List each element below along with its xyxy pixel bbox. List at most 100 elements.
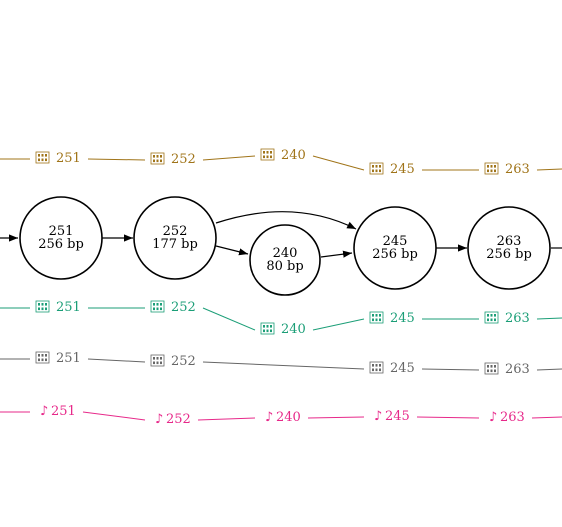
node-245: 245 256 bp [353, 206, 437, 290]
track-line-segment [312, 155, 365, 171]
grid-glyph-icon [369, 162, 384, 175]
node-circle [19, 196, 103, 280]
track-label-text: 245 [390, 361, 415, 376]
track-label-251: ♪ 251 [40, 404, 76, 419]
node-263: 263 256 bp [467, 206, 551, 290]
node-circle [133, 196, 217, 280]
edge-252-245 [215, 211, 357, 230]
grid-glyph-icon [150, 354, 165, 367]
node-252: 252 177 bp [133, 196, 217, 280]
track-label-text: 252 [171, 354, 196, 369]
music-note-icon: ♪ [40, 404, 48, 419]
track-line-segment [202, 307, 256, 331]
grid-glyph-icon [35, 151, 50, 164]
track-line-end [536, 368, 562, 371]
grid-glyph-icon [369, 361, 384, 374]
track-2: 251 252 240 245 263 [0, 300, 562, 337]
track-3: 251 252 245 263 [0, 351, 562, 377]
track-label-240: 240 [260, 148, 306, 163]
grid-glyph-icon [484, 311, 499, 324]
grid-glyph-icon [369, 311, 384, 324]
music-note-icon: ♪ [265, 410, 273, 425]
grid-glyph-icon [35, 300, 50, 313]
edge-240-245 [320, 250, 353, 258]
node-circle [249, 224, 321, 296]
node-251: 251 256 bp [19, 196, 103, 280]
track-label-text: 251 [51, 404, 76, 419]
track-line-segment [87, 358, 146, 363]
track-line-segment [202, 361, 365, 370]
grid-glyph-icon [260, 322, 275, 335]
track-label-text: 252 [171, 152, 196, 167]
track-label-245: 245 [369, 361, 415, 376]
track-line-end [536, 317, 562, 320]
track-line-segment [307, 416, 365, 419]
music-note-icon: ♪ [155, 412, 163, 427]
track-label-text: 252 [166, 412, 191, 427]
track-label-240: ♪ 240 [265, 410, 301, 425]
track-line-segment [421, 368, 480, 371]
grid-glyph-icon [260, 148, 275, 161]
track-line-end [536, 168, 562, 171]
grid-glyph-icon [150, 152, 165, 165]
track-label-text: 245 [390, 162, 415, 177]
track-4: ♪ 251♪ 252 ♪ 240 ♪ 245 ♪ 263 [0, 404, 562, 427]
node-id-label: 263 [497, 234, 522, 249]
track-label-252: ♪ 252 [155, 412, 191, 427]
track-label-text: 251 [56, 351, 81, 366]
track-label-text: 251 [56, 300, 81, 315]
node-length-label: 80 bp [266, 259, 303, 274]
track-line-segment [312, 318, 365, 331]
node-id-label: 252 [163, 224, 188, 239]
track-line-segment [416, 416, 480, 419]
node-length-label: 256 bp [372, 247, 418, 262]
node-length-label: 177 bp [152, 237, 198, 252]
track-label-252: 252 [150, 300, 196, 315]
track-label-263: 263 [484, 311, 530, 326]
track-line-segment [202, 155, 256, 161]
grid-glyph-icon [150, 300, 165, 313]
track-label-text: 245 [390, 311, 415, 326]
grid-glyph-icon [484, 362, 499, 375]
node-id-label: 251 [49, 224, 74, 239]
track-label-text: 263 [505, 162, 530, 177]
track-label-251: 251 [35, 351, 81, 366]
track-label-text: 240 [281, 322, 306, 337]
track-label-text: 240 [276, 410, 301, 425]
track-line-segment [197, 417, 256, 421]
track-line-segment [87, 158, 146, 161]
node-length-label: 256 bp [486, 247, 532, 262]
track-label-text: 251 [56, 151, 81, 166]
track-line-segment [82, 411, 146, 421]
track-label-245: ♪ 245 [374, 409, 410, 424]
track-label-251: 251 [35, 151, 81, 166]
track-label-text: 240 [281, 148, 306, 163]
track-label-263: ♪ 263 [489, 410, 525, 425]
edges [0, 211, 562, 258]
track-label-text: 263 [505, 311, 530, 326]
track-label-263: 263 [484, 362, 530, 377]
track-label-text: 263 [505, 362, 530, 377]
track-label-text: 252 [171, 300, 196, 315]
track-label-245: 245 [369, 162, 415, 177]
track-line-end [531, 416, 562, 419]
track-label-text: 263 [500, 410, 525, 425]
track-label-251: 251 [35, 300, 81, 315]
track-label-263: 263 [484, 162, 530, 177]
node-circle [353, 206, 437, 290]
edge-252-240 [215, 245, 249, 256]
track-label-252: 252 [150, 354, 196, 369]
node-circle [467, 206, 551, 290]
node-id-label: 240 [273, 246, 298, 261]
node-id-label: 245 [383, 234, 408, 249]
track-label-240: 240 [260, 322, 306, 337]
grid-glyph-icon [484, 162, 499, 175]
track-label-245: 245 [369, 311, 415, 326]
track-label-text: 245 [385, 409, 410, 424]
grid-glyph-icon [35, 351, 50, 364]
music-note-icon: ♪ [489, 410, 497, 425]
node-length-label: 256 bp [38, 237, 84, 252]
